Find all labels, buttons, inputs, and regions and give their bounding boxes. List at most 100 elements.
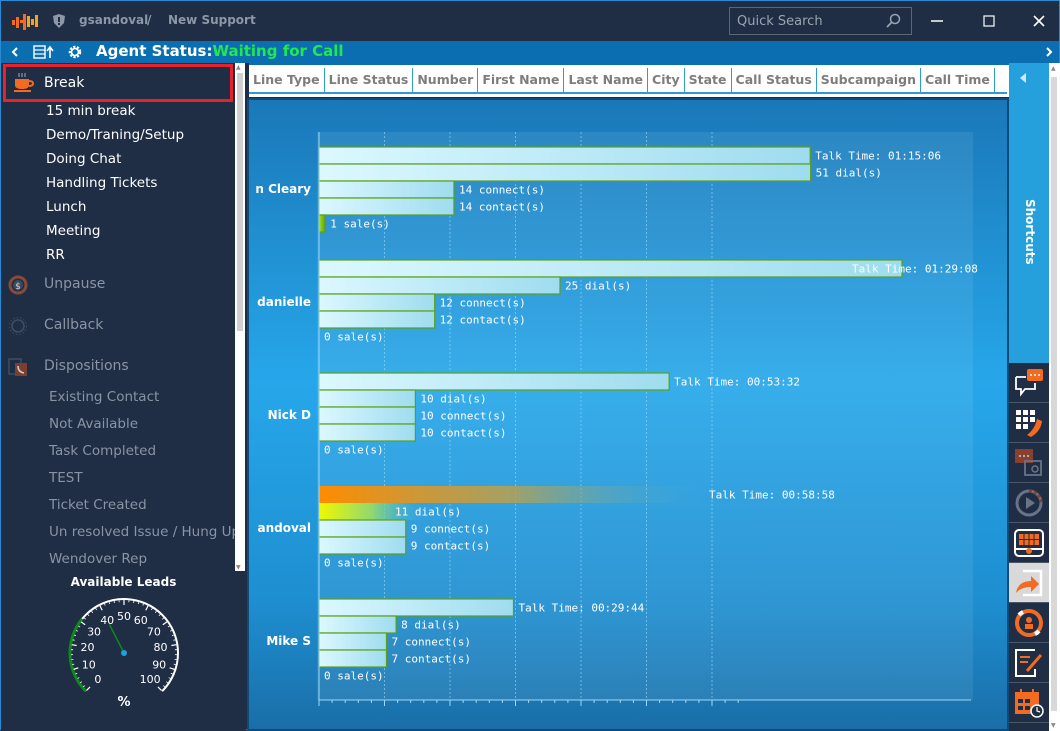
notes-button[interactable] [1009,643,1049,683]
connects-bar-label: 7 connect(s) [391,636,470,649]
break-reason-item[interactable]: Meeting [46,223,100,239]
column-header[interactable]: City [648,68,685,92]
break-reason-item[interactable]: Doing Chat [46,151,121,167]
column-header[interactable]: Call Time [921,68,995,92]
campaign-name[interactable]: New Support [168,13,256,27]
column-header[interactable]: Line Type [249,68,325,92]
agent-status-value: Waiting for Call [212,42,343,60]
gauge-tick [88,614,89,615]
collapse-arrow-icon[interactable] [1020,73,1026,83]
gauge-tick [162,618,164,619]
break-reason-item[interactable]: RR [46,247,65,263]
sms-button[interactable] [1009,443,1049,483]
dialpad-button[interactable] [1009,403,1049,443]
disposition-item[interactable]: Un resolved Issue / Hung Up [49,524,240,540]
playback-button[interactable] [1009,483,1049,523]
agent-status: Agent Status:Waiting for Call [96,42,344,60]
unpause-button[interactable]: $ Unpause [1,272,231,298]
calendar-keypad-button[interactable] [1009,523,1049,563]
dials-bar [319,164,811,181]
gauge-tick [143,604,144,606]
sidebar-scroll-thumb[interactable] [237,73,243,331]
connects-bar [319,181,454,198]
callback-clock-icon [8,316,28,336]
shortcuts-scrollbar[interactable]: ▲ ▼ [1049,63,1060,731]
disposition-item[interactable]: Wendover Rep [49,551,147,567]
gauge-tick-label: 30 [87,625,101,638]
gauge-tick-label: 50 [117,610,131,623]
schedule-button[interactable] [1009,683,1049,723]
column-header[interactable]: State [685,68,732,92]
disposition-item[interactable]: Existing Contact [49,389,159,405]
disposition-item[interactable]: Not Available [49,416,138,432]
gauge-hub [121,650,127,656]
gauge-tick [78,626,80,627]
column-header[interactable]: Subcampaign [817,68,921,92]
break-reason-item[interactable]: Handling Tickets [46,175,157,191]
talk-time-bar [319,147,810,164]
disposition-item[interactable]: TEST [49,470,83,486]
title-bar: gsandoval / New Support [1,1,1059,41]
connects-bar [319,520,406,537]
playback-icon [1013,487,1045,519]
column-header[interactable]: Line Status [325,68,414,92]
disposition-item[interactable]: Ticket Created [49,497,147,513]
talk-time-bar-label: Talk Time: 01:29:08 [852,263,978,276]
gear-icon[interactable] [67,44,83,60]
break-reason-item[interactable]: Lunch [46,199,86,215]
break-button[interactable]: Break [3,64,233,102]
break-reason-item[interactable]: 15 min break [46,103,135,119]
dials-bar-label: 10 dial(s) [420,393,486,406]
list-upload-icon[interactable] [33,44,55,60]
sales-bar-label: 0 sale(s) [324,557,384,570]
gauge-tick [80,682,82,683]
callback-button[interactable]: Callback [1,313,231,339]
column-header[interactable]: Call Status [732,68,817,92]
shield-icon [53,14,65,28]
scroll-down-arrow-icon[interactable]: ▼ [236,564,241,571]
chevron-right-icon[interactable] [1043,45,1055,59]
dials-bar-label: 11 dial(s) [395,506,461,519]
gauge-tick-label: 90 [152,658,166,671]
shortcuts-scroll-thumb[interactable] [1051,77,1057,711]
scroll-down-arrow-icon[interactable]: ▼ [1051,722,1056,729]
break-reason-item[interactable]: Demo/Traning/Setup [46,127,184,143]
transfer-button[interactable] [1009,563,1049,603]
disposition-item[interactable]: Task Completed [49,443,156,459]
scroll-up-arrow-icon[interactable]: ▲ [1051,65,1056,72]
sales-bar [319,215,325,232]
quick-search[interactable] [729,7,912,35]
contacts-bar-label: 12 contact(s) [440,314,526,327]
chevron-left-icon[interactable] [9,45,21,59]
dispositions-label: Dispositions [44,358,129,374]
gauge-tick [109,602,110,604]
gauge-tick [158,687,162,691]
gauge-tick-label: 20 [80,641,94,654]
column-header[interactable]: Number [413,68,478,92]
shortcuts-panel[interactable]: Shortcuts [1009,63,1049,363]
agent-refresh-button[interactable] [1009,603,1049,643]
gauge-tick [169,678,171,679]
sales-bar-label: 0 sale(s) [324,331,384,344]
gauge-tick [163,686,165,687]
gauge-tick [138,602,139,604]
column-header[interactable]: Last Name [564,68,648,92]
sales-bar-label: 0 sale(s) [324,444,384,457]
gauge-tick [171,673,173,674]
gauge-tick [72,645,77,646]
chat-button[interactable] [1009,363,1049,403]
minimize-button[interactable] [925,9,949,33]
sidebar-scrollbar[interactable]: ▲ ▼ [235,63,245,571]
maximize-button[interactable] [977,9,1001,33]
username[interactable]: gsandoval [79,13,148,27]
search-icon[interactable] [885,13,901,29]
quick-search-input[interactable] [730,8,880,34]
calendar-keypad-icon [1013,527,1045,559]
gauge-needle [109,624,124,653]
scroll-up-arrow-icon[interactable]: ▲ [236,64,241,71]
dispositions-header[interactable]: Dispositions [1,354,231,380]
column-header[interactable]: First Name [478,68,564,92]
contacts-bar-label: 14 contact(s) [459,201,545,214]
close-button[interactable] [1027,9,1051,33]
